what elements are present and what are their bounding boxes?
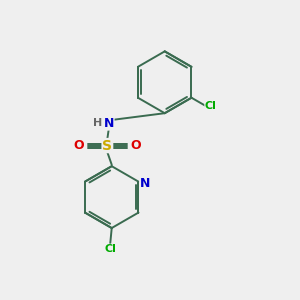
Text: N: N [103, 117, 114, 130]
Text: S: S [102, 139, 112, 153]
Text: N: N [140, 177, 150, 190]
Text: H: H [93, 118, 103, 128]
Text: Cl: Cl [104, 244, 116, 254]
Text: O: O [74, 139, 84, 152]
Text: Cl: Cl [205, 101, 217, 111]
Text: O: O [130, 139, 141, 152]
